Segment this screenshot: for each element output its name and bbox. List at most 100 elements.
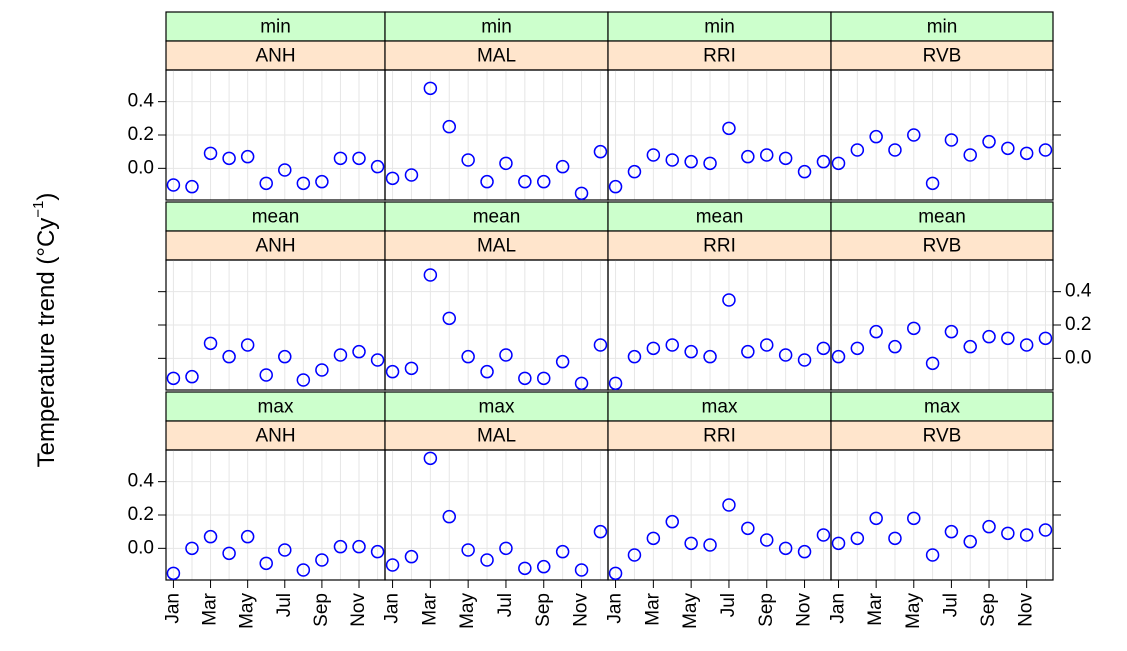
x-tick-label: May — [457, 593, 478, 629]
point — [480, 174, 494, 189]
y-tick-label: 0.4 — [128, 471, 155, 492]
strip-label: min — [481, 17, 512, 38]
strip-background — [607, 230, 832, 261]
point — [944, 324, 959, 339]
strip-label: mean — [252, 207, 300, 228]
point — [831, 536, 846, 551]
x-tick-label: Sep — [756, 593, 777, 627]
point — [296, 176, 311, 191]
point — [888, 531, 902, 546]
point — [963, 339, 977, 354]
point — [593, 524, 608, 539]
x-tick-label: Jul — [718, 593, 739, 617]
x-tick-label: Sep — [311, 593, 332, 627]
x-tick-label: Mar — [642, 592, 663, 625]
point — [240, 149, 255, 164]
point — [1001, 331, 1015, 346]
strip-label: max — [702, 397, 738, 418]
strip-background — [165, 391, 386, 422]
point — [574, 376, 589, 391]
point — [423, 268, 438, 282]
point — [278, 349, 292, 364]
strip-label: MAL — [477, 426, 516, 447]
point — [665, 153, 680, 167]
strip-label: ANH — [255, 46, 295, 67]
point — [759, 533, 774, 547]
point — [831, 349, 846, 364]
y-tick-label: 0.0 — [1065, 347, 1091, 368]
point — [684, 536, 698, 551]
point — [831, 156, 846, 171]
strip-label: min — [927, 17, 958, 38]
strip-label: min — [260, 17, 291, 38]
point — [684, 154, 698, 169]
y-tick-label: 0.2 — [128, 124, 154, 145]
strip-background — [165, 420, 386, 451]
x-tick-label: Nov — [348, 593, 369, 627]
strip-background — [607, 391, 832, 422]
strip-label: max — [479, 397, 515, 418]
strip-background — [384, 201, 609, 232]
point — [442, 311, 457, 326]
point — [333, 539, 348, 554]
point — [423, 451, 438, 466]
point — [778, 348, 793, 362]
strip-label: RVB — [923, 46, 962, 67]
x-tick-label: Jan — [828, 593, 849, 624]
strip-label: MAL — [477, 236, 516, 257]
x-tick-label: Mar — [865, 592, 886, 625]
strip-label: mean — [918, 207, 966, 228]
point — [536, 559, 551, 574]
point — [404, 361, 419, 376]
point — [296, 563, 311, 577]
x-tick-label: Sep — [533, 593, 554, 627]
point — [646, 148, 661, 162]
point — [816, 528, 831, 542]
x-tick-label: Nov — [1016, 593, 1037, 627]
y-tick-label: 0.2 — [1065, 314, 1091, 335]
point — [385, 171, 400, 186]
point — [1038, 331, 1053, 346]
x-tick-label: Jul — [274, 593, 295, 617]
point — [536, 371, 551, 386]
x-tick-label: Mar — [200, 592, 221, 625]
strip-background — [607, 201, 832, 232]
point — [797, 544, 812, 559]
point — [963, 148, 977, 162]
y-label-text: Temperature trend (°Cy — [33, 218, 60, 468]
point — [888, 339, 902, 354]
strip-background — [165, 40, 386, 71]
point — [370, 159, 385, 174]
point — [385, 364, 400, 379]
point — [240, 529, 255, 544]
point — [555, 159, 570, 174]
x-tick-label: Jul — [495, 593, 516, 617]
strip-label: mean — [696, 207, 744, 228]
point — [480, 364, 494, 379]
point — [1038, 143, 1053, 157]
point — [555, 354, 570, 369]
point — [593, 144, 608, 159]
point — [982, 134, 996, 149]
point — [869, 511, 883, 526]
point — [333, 348, 348, 362]
point — [925, 548, 940, 562]
x-tick-label: Sep — [978, 593, 999, 627]
y-label-close: ) — [33, 193, 60, 201]
point — [850, 143, 865, 157]
y-tick-label: 0.0 — [128, 537, 154, 558]
point — [1019, 528, 1034, 542]
point — [1001, 141, 1015, 156]
point — [722, 498, 736, 512]
point — [203, 529, 218, 544]
strip-background — [384, 40, 609, 71]
point — [404, 168, 419, 182]
point — [166, 566, 181, 581]
strip-label: min — [704, 17, 735, 38]
point — [722, 293, 736, 307]
point — [722, 121, 736, 136]
strip-background — [830, 11, 1054, 42]
point — [574, 186, 589, 201]
point — [278, 543, 292, 557]
